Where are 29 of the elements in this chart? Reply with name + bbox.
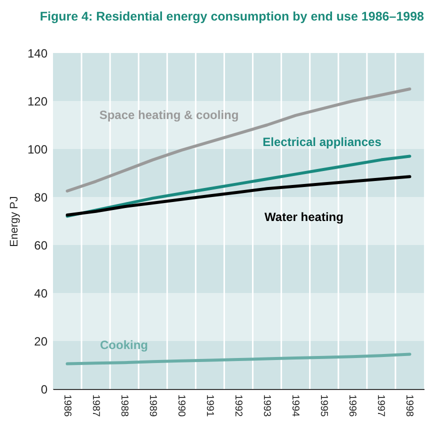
x-tick-label: 1996 [346, 394, 358, 418]
series-label: Space heating & cooling [99, 108, 239, 122]
x-tick-label: 1994 [290, 394, 301, 418]
y-tick-label: 100 [27, 142, 48, 156]
y-tick-label: 80 [34, 190, 48, 204]
chart-title: Figure 4: Residential energy consumption by end use 1986–1998 [40, 10, 424, 24]
line-series [66, 88, 412, 192]
x-tick-label: 1986 [61, 394, 72, 418]
x-tick-label: 1998 [404, 394, 415, 418]
x-tick-label: 1997 [375, 394, 386, 418]
x-tick-label: 1991 [204, 394, 215, 418]
y-tick-label: 140 [27, 46, 48, 60]
line-series [66, 352, 412, 366]
y-axis-title: Energy PJ [8, 196, 20, 247]
x-tick-label: 1992 [232, 394, 244, 418]
y-tick-label: 120 [27, 94, 48, 108]
series-label: Cooking [100, 338, 148, 352]
y-tick-label: 20 [34, 334, 48, 348]
x-tick-label: 1988 [118, 394, 130, 418]
x-tick-label: 1995 [318, 394, 330, 418]
series-label: Water heating [264, 210, 344, 224]
x-tick-label: 1987 [90, 394, 101, 418]
x-tick-label: 1989 [146, 394, 158, 418]
x-tick-label: 1990 [175, 394, 186, 418]
y-tick-label: 40 [34, 286, 48, 300]
x-tick-label: 1993 [261, 394, 272, 418]
series-label: Electrical appliances [262, 135, 382, 149]
y-tick-label: 0 [40, 382, 48, 396]
y-tick-label: 60 [34, 238, 48, 252]
